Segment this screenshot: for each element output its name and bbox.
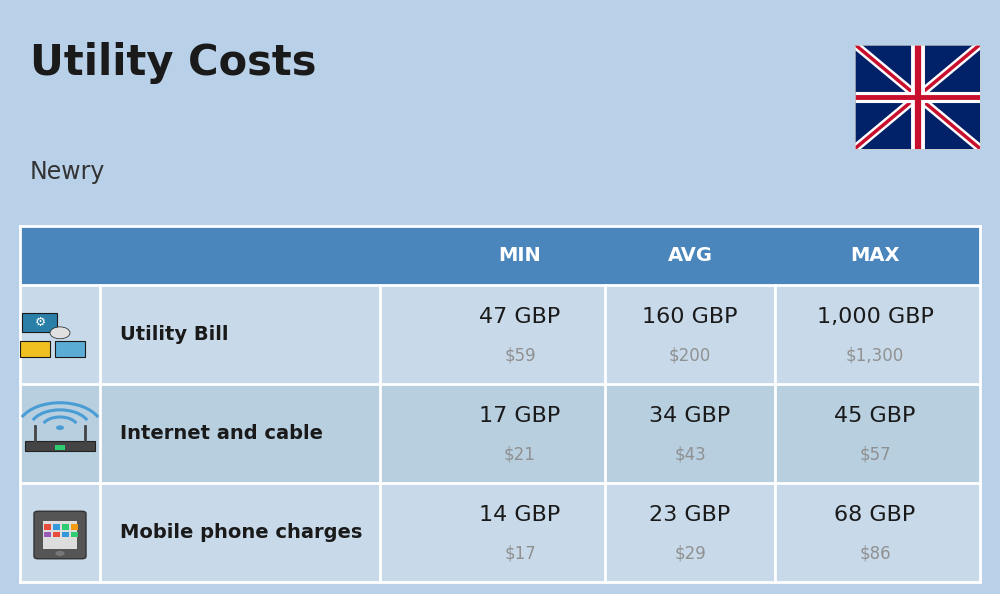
Text: Internet and cable: Internet and cable [120,424,323,443]
Bar [53,532,60,538]
FancyBboxPatch shape [34,511,86,559]
Bar [44,525,51,530]
Text: 17 GBP: 17 GBP [479,406,561,426]
Bar [53,525,60,530]
Bar [44,532,51,538]
Text: 68 GBP: 68 GBP [834,505,916,525]
Bar [62,532,69,538]
Text: $200: $200 [669,346,711,364]
Text: Utility Bill: Utility Bill [120,325,228,344]
Circle shape [50,327,70,339]
Text: 1,000 GBP: 1,000 GBP [817,307,933,327]
Bar [20,483,980,582]
Text: Mobile phone charges: Mobile phone charges [120,523,362,542]
Text: MAX: MAX [850,246,900,265]
Bar [55,445,65,450]
Text: 160 GBP: 160 GBP [642,307,738,327]
Text: 45 GBP: 45 GBP [834,406,916,426]
Text: 23 GBP: 23 GBP [649,505,731,525]
Text: $86: $86 [859,545,891,563]
Bar [25,441,95,451]
Text: Newry: Newry [30,160,105,184]
Bar [71,525,78,530]
Circle shape [56,425,64,430]
Text: $29: $29 [674,545,706,563]
Bar [855,45,980,148]
Text: 34 GBP: 34 GBP [649,406,731,426]
Text: 14 GBP: 14 GBP [479,505,561,525]
Bar [20,340,50,357]
Text: $21: $21 [504,446,536,463]
Circle shape [55,551,65,557]
Bar [62,525,69,530]
Text: $17: $17 [504,545,536,563]
Text: 47 GBP: 47 GBP [479,307,561,327]
Text: Utility Costs: Utility Costs [30,42,316,84]
Bar [20,226,980,285]
Text: MIN: MIN [499,246,541,265]
Text: $1,300: $1,300 [846,346,904,364]
Bar [43,521,77,549]
Bar [55,340,85,357]
Text: $59: $59 [504,346,536,364]
Bar [71,532,78,538]
Text: $43: $43 [674,446,706,463]
Text: $57: $57 [859,446,891,463]
Text: ⚙: ⚙ [34,315,46,328]
Bar [855,45,980,148]
Text: AVG: AVG [668,246,712,265]
Bar [20,384,980,483]
Bar [20,285,980,384]
Bar [22,312,57,331]
